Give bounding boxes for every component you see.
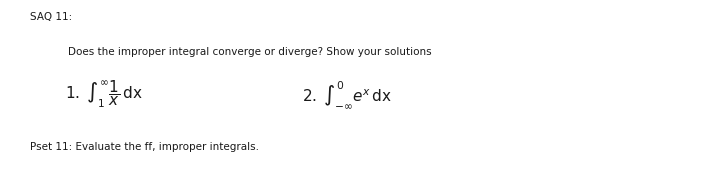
Text: $1.\;\int_{1}^{\infty}\dfrac{1}{x}\,\mathrm{dx}$: $1.\;\int_{1}^{\infty}\dfrac{1}{x}\,\mat… <box>65 79 143 110</box>
Text: SAQ 11:: SAQ 11: <box>30 12 73 22</box>
Text: Pset 11: Evaluate the ff, improper integrals.: Pset 11: Evaluate the ff, improper integ… <box>30 142 259 152</box>
Text: Does the improper integral converge or diverge? Show your solutions: Does the improper integral converge or d… <box>68 47 432 57</box>
Text: $2.\;\int_{-\infty}^{0}e^{x}\,\mathrm{dx}$: $2.\;\int_{-\infty}^{0}e^{x}\,\mathrm{dx… <box>302 79 392 110</box>
